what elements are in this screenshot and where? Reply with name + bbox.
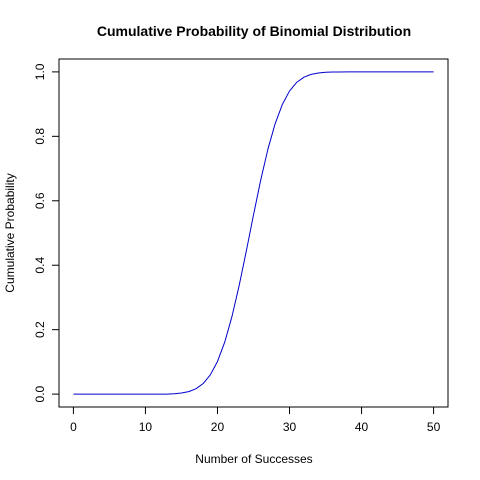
x-axis-label: Number of Successes bbox=[195, 452, 312, 466]
x-tick-label: 40 bbox=[355, 420, 369, 434]
y-tick-label: 0.0 bbox=[33, 385, 47, 402]
x-tick-label: 20 bbox=[211, 420, 225, 434]
x-axis: 0 10 20 30 40 50 bbox=[70, 406, 441, 434]
plot-area-frame bbox=[58, 58, 449, 408]
y-tick-label: 0.8 bbox=[33, 128, 47, 145]
y-axis-label: Cumulative Probability bbox=[3, 173, 17, 292]
y-tick-label: 0.2 bbox=[33, 321, 47, 338]
y-tick-label: 1.0 bbox=[33, 63, 47, 80]
cdf-series-line bbox=[73, 71, 434, 395]
x-tick-label: 10 bbox=[139, 420, 153, 434]
y-tick-label: 0.4 bbox=[33, 257, 47, 274]
y-axis: 0.0 0.2 0.4 0.6 0.8 1.0 bbox=[33, 63, 60, 402]
x-tick-label: 50 bbox=[427, 420, 441, 434]
y-tick-label: 0.6 bbox=[33, 192, 47, 209]
chart-title: Cumulative Probability of Binomial Distr… bbox=[97, 23, 411, 39]
x-tick-label: 30 bbox=[283, 420, 297, 434]
x-tick-label: 0 bbox=[70, 420, 77, 434]
series-layer bbox=[73, 71, 434, 395]
